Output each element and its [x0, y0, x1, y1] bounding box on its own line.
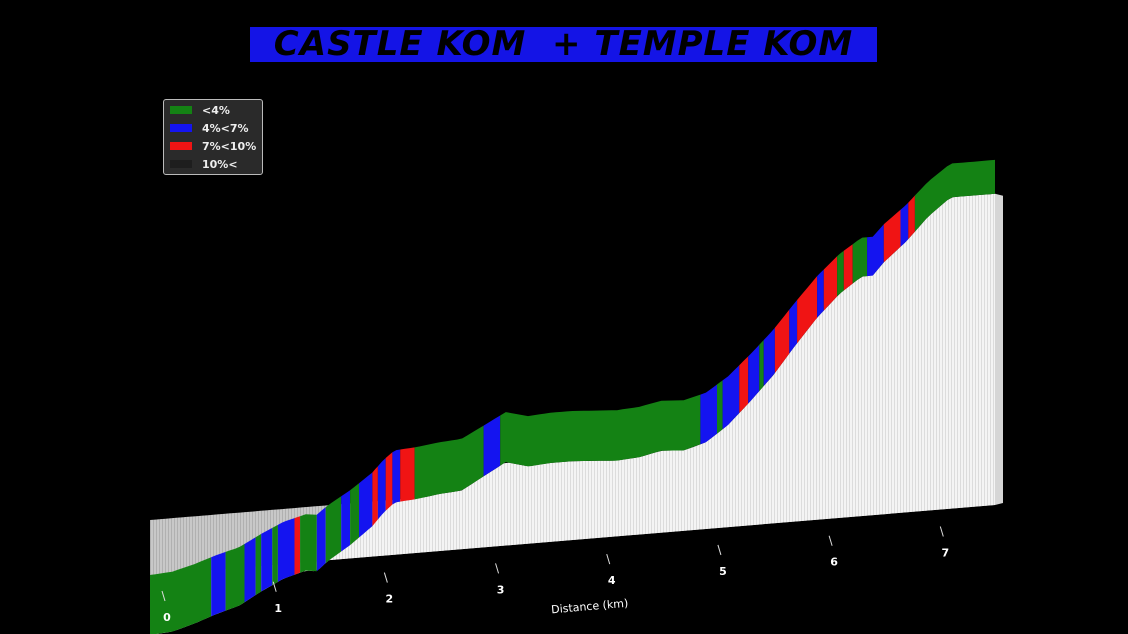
x-tick: [495, 563, 500, 574]
grade-segment: [359, 472, 373, 538]
grade-segment: [908, 195, 915, 240]
grade-segment: [261, 527, 273, 592]
grade-segment: [372, 466, 378, 527]
grade-segment: [300, 514, 317, 573]
grade-segment: [225, 544, 245, 611]
grade-segment: [759, 340, 764, 392]
legend: <4% 4%<7% 7%<10% 10%<: [163, 99, 263, 175]
grade-segment: [763, 327, 775, 386]
grade-segment: [823, 256, 838, 311]
grade-segment: [837, 250, 844, 297]
grade-segment: [700, 384, 717, 445]
grade-segment: [722, 365, 740, 430]
grade-segment: [150, 557, 212, 634]
grade-segment: [843, 244, 853, 291]
legend-swatch: [170, 160, 192, 168]
legend-label: 4%<7%: [202, 121, 249, 135]
grade-segment: [739, 356, 749, 413]
x-tick: [606, 554, 611, 565]
grade-segment: [392, 449, 401, 505]
x-tick: [939, 526, 944, 537]
grade-segment: [914, 159, 995, 232]
grade-segment: [385, 452, 393, 511]
grade-segment: [277, 518, 295, 582]
x-axis: 0 1 2 3 4 5 6 7: [161, 526, 949, 624]
grade-segment: [774, 309, 790, 373]
x-tick-label: 0: [163, 611, 171, 624]
chart-title: CASTLE KOM + TEMPLE KOM: [250, 27, 877, 62]
grade-segment: [483, 415, 501, 477]
grade-segment: [789, 300, 798, 354]
x-tick-label: 6: [830, 556, 838, 569]
legend-entry: 4%<7%: [170, 121, 249, 135]
x-tick-label: 5: [719, 565, 727, 578]
x-tick-label: 1: [274, 602, 282, 615]
grade-segment: [852, 237, 868, 284]
x-tick: [272, 581, 277, 592]
grade-segment: [272, 524, 278, 586]
x-tick-label: 7: [941, 547, 949, 560]
x-tick-label: 3: [497, 583, 505, 596]
x-tick-label: 2: [386, 593, 394, 606]
grade-segment: [341, 490, 351, 552]
end-cap: [995, 193, 1003, 505]
x-tick-label: 4: [608, 574, 616, 587]
grade-segment: [244, 537, 256, 603]
grade-segment: [817, 269, 824, 318]
grade-segment: [500, 394, 701, 467]
grade-segment: [316, 507, 326, 572]
grade-segment: [211, 551, 226, 617]
legend-swatch: [170, 124, 192, 132]
legend-label: 7%<10%: [202, 139, 257, 153]
legend-label: 10%<: [202, 157, 238, 171]
grade-segment: [717, 380, 723, 434]
x-tick: [383, 572, 388, 583]
grade-segment: [377, 458, 386, 520]
grade-segment: [797, 276, 818, 344]
legend-swatch: [170, 106, 192, 114]
grade-segment: [883, 209, 901, 263]
legend-label: <4%: [202, 103, 230, 117]
x-tick: [717, 544, 722, 556]
grade-segment: [400, 447, 415, 502]
grade-segment: [325, 496, 342, 563]
grade-segment: [900, 202, 909, 247]
legend-entry: 7%<10%: [170, 139, 256, 153]
grade-segment: [350, 483, 359, 546]
x-axis-label: Distance (km): [551, 597, 629, 617]
x-tick: [828, 535, 833, 546]
grade-segment: [294, 516, 301, 575]
legend-entry: 10%<: [170, 157, 238, 171]
legend-entry: <4%: [170, 103, 230, 117]
grade-segment: [255, 533, 262, 595]
grade-segment: [748, 344, 760, 404]
x-tick: [161, 590, 166, 602]
legend-swatch: [170, 142, 192, 150]
grade-segment: [414, 425, 484, 500]
grade-segment: [867, 224, 884, 277]
grade-ribbon: [150, 159, 995, 634]
